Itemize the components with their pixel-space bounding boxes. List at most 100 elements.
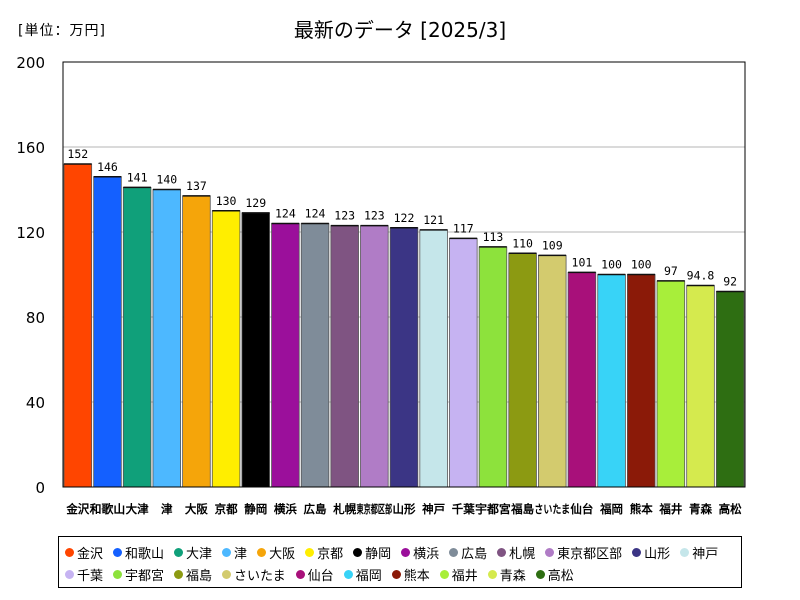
y-tick-label: 80	[26, 309, 45, 327]
x-tick-label: 宇都宮	[475, 502, 511, 516]
bar-さいたま	[538, 254, 567, 488]
value-label: 97	[664, 264, 678, 278]
legend-swatch	[343, 569, 353, 579]
legend-swatch	[174, 547, 184, 557]
x-tick-label: 神戸	[422, 502, 445, 516]
bar-札幌	[330, 225, 359, 488]
legend-swatch	[401, 547, 411, 557]
value-label: 124	[275, 207, 296, 221]
x-tick-label: 広島	[304, 502, 327, 516]
legend-label: 福島	[186, 568, 213, 584]
x-tick-label: 高松	[719, 502, 742, 516]
bar-金沢	[63, 163, 93, 488]
bar-津	[152, 189, 182, 488]
legend-item: 金沢	[65, 541, 103, 563]
legend-swatch	[632, 547, 642, 557]
legend-item: 和歌山	[113, 541, 164, 563]
legend-swatch	[439, 569, 449, 579]
value-label: 110	[512, 236, 533, 250]
x-tick-label: 和歌山	[90, 502, 126, 516]
value-label: 92	[723, 275, 737, 289]
legend-swatch	[391, 569, 401, 579]
x-tick-label: 静岡	[244, 502, 267, 516]
legend-item: 高松	[535, 563, 574, 585]
legend-label: 和歌山	[125, 546, 165, 562]
legend-swatch	[113, 547, 123, 557]
y-tick-label: 200	[16, 54, 45, 72]
bar-静岡	[241, 212, 270, 488]
x-tick-label: 青森	[689, 502, 712, 516]
legend-item: 札幌	[497, 541, 535, 563]
legend-item: 横浜	[401, 541, 439, 563]
bar-仙台	[567, 271, 597, 488]
bar-大阪	[182, 195, 211, 488]
x-tick-label: 福井	[658, 502, 682, 516]
legend-swatch	[113, 569, 123, 579]
bar-大津	[122, 186, 152, 488]
legend-item: 福岡	[343, 563, 382, 585]
legend-swatch	[295, 569, 305, 579]
legend-label: 広島	[461, 546, 488, 562]
legend-item: 大阪	[257, 541, 295, 563]
x-tick-label: 千葉	[452, 502, 475, 516]
x-tick-label: 金沢	[65, 502, 89, 516]
x-tick-label: 福岡	[599, 502, 623, 516]
legend-label: さいたま	[234, 568, 286, 584]
legend-item: 東京都区部	[545, 541, 622, 563]
value-label: 100	[601, 258, 622, 272]
legend-item: 大津	[174, 541, 212, 563]
legend-item: さいたま	[222, 563, 286, 585]
plot-frame	[62, 61, 746, 488]
legend-label: 山形	[644, 546, 671, 562]
legend-item: 千葉	[65, 563, 103, 585]
x-tick-label: 東京都区部	[357, 502, 393, 516]
legend-item: 福井	[439, 563, 478, 585]
x-tick-label: 大阪	[185, 502, 208, 516]
legend-label: 横浜	[413, 546, 440, 562]
value-label: 152	[67, 147, 88, 161]
legend-swatch	[222, 547, 232, 557]
legend-item: 津	[222, 541, 247, 563]
x-tick-label: 津	[161, 502, 173, 516]
legend-swatch	[535, 569, 545, 579]
x-tick-label: 山形	[393, 502, 416, 516]
legend-label: 青森	[499, 568, 526, 584]
legend-label: 熊本	[403, 568, 430, 584]
legend-swatch	[257, 547, 267, 557]
y-tick-label: 160	[16, 139, 45, 157]
bar-千葉	[449, 237, 478, 488]
legend-item: 京都	[305, 541, 343, 563]
legend-label: 千葉	[77, 568, 104, 584]
legend-swatch	[487, 569, 497, 579]
legend-label: 京都	[317, 546, 344, 562]
legend-label: 福岡	[355, 568, 382, 584]
legend-swatch	[545, 547, 555, 557]
legend-swatch	[174, 569, 184, 579]
y-tick-label: 120	[16, 224, 45, 242]
chart-title: 最新のデータ [2025/3]	[293, 18, 507, 42]
value-label: 101	[572, 255, 593, 269]
legend-item: 福島	[174, 563, 212, 585]
legend-swatch	[65, 547, 74, 557]
legend-swatch	[65, 569, 74, 579]
bar-福井	[656, 280, 686, 488]
x-tick-label: 福島	[510, 502, 534, 516]
value-label: 124	[305, 207, 326, 221]
value-label: 109	[542, 238, 563, 252]
value-label: 141	[127, 170, 148, 184]
value-label: 94.8	[687, 269, 715, 283]
x-axis-labels: 金沢 和歌山 大津津大阪 京都 静岡 横浜 広島 札幌 東京都区部 山形 神戸 千葉 宇都宮 福島 さいたま…	[65, 502, 742, 516]
y-axis-ticks: 0 40 80 120 160 200	[16, 54, 45, 497]
bar-福岡	[597, 274, 626, 488]
legend-item: 神戸	[680, 541, 718, 563]
bar-和歌山	[93, 176, 122, 488]
value-label: 140	[156, 173, 177, 187]
bar-山形	[389, 227, 419, 488]
bar-神戸	[419, 229, 448, 488]
bar-横浜	[271, 223, 300, 488]
bar-東京都区部	[360, 225, 389, 488]
legend-label: 津	[234, 546, 248, 562]
legend-item: 青森	[487, 563, 526, 585]
bar-宇都宮	[478, 246, 508, 488]
value-label: 123	[334, 209, 355, 223]
